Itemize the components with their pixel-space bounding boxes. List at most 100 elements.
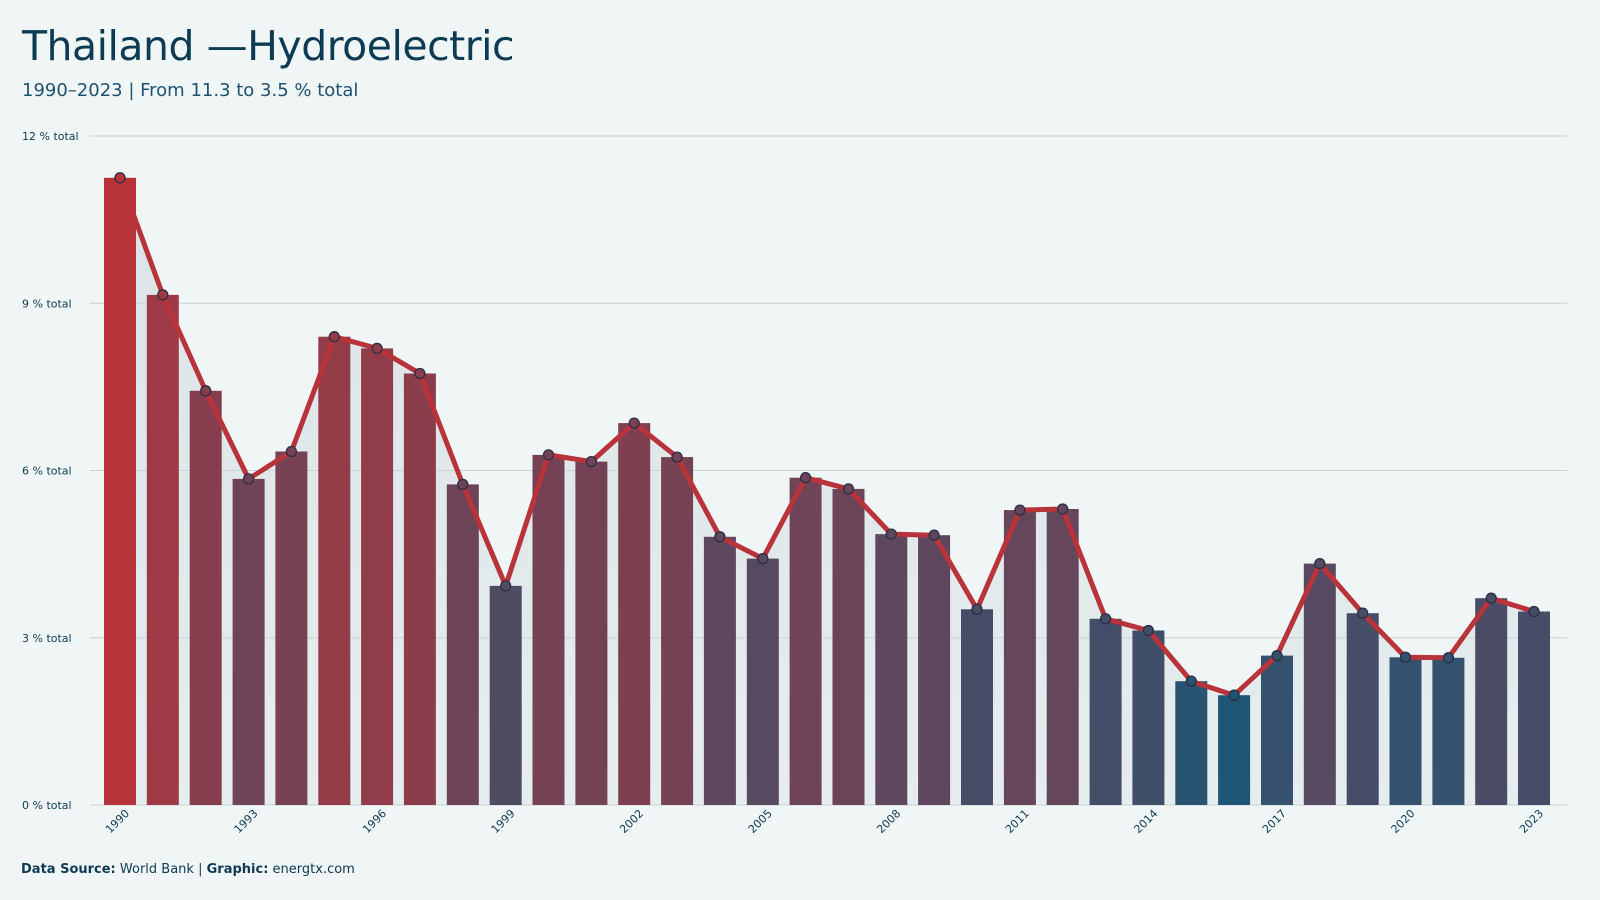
bar-2021 bbox=[1432, 657, 1465, 805]
y-tick-label: 9 % total bbox=[22, 297, 72, 310]
bar-2007 bbox=[832, 488, 865, 805]
bar-1992 bbox=[189, 390, 222, 805]
bar-2004 bbox=[703, 536, 736, 805]
bar-2001 bbox=[575, 461, 608, 805]
x-tick-label: 1999 bbox=[489, 807, 518, 836]
point-1999 bbox=[500, 580, 512, 592]
bar-1994 bbox=[275, 451, 308, 805]
graphic-value: energtx.com bbox=[272, 862, 355, 877]
x-tick-label: 2005 bbox=[746, 807, 775, 836]
bar-2022 bbox=[1475, 598, 1508, 805]
point-2016 bbox=[1228, 689, 1240, 701]
point-2020 bbox=[1399, 651, 1412, 663]
point-2006 bbox=[799, 472, 812, 484]
bar-2011 bbox=[1003, 510, 1036, 805]
bar-2005 bbox=[746, 558, 779, 805]
y-axis-ticks: 0 % total 3 % total 6 % total 9 % total 12 %… bbox=[22, 130, 79, 812]
bar-1998 bbox=[446, 484, 479, 805]
point-2002 bbox=[628, 417, 640, 429]
y-tick-label: 3 % total bbox=[22, 632, 72, 645]
y-tick-label: 6 % total bbox=[22, 465, 72, 478]
bar-2002 bbox=[618, 423, 651, 805]
bar-2020 bbox=[1389, 657, 1422, 805]
bar-2015 bbox=[1175, 681, 1208, 805]
point-2023 bbox=[1528, 605, 1540, 618]
bar-1996 bbox=[361, 348, 394, 805]
source-label: Data Source: bbox=[21, 862, 116, 877]
point-2010 bbox=[971, 603, 983, 615]
chart-subtitle: 1990–2023 | From 11.3 to 3.5 % total bbox=[22, 80, 359, 101]
x-tick-label: 1993 bbox=[232, 807, 261, 836]
chart-title: Thailand —Hydroelectric bbox=[22, 22, 515, 70]
source-value: World Bank bbox=[119, 862, 194, 877]
point-2014 bbox=[1142, 624, 1155, 637]
series-line bbox=[117, 175, 1537, 698]
bar-1990 bbox=[104, 177, 136, 806]
point-2009 bbox=[928, 529, 940, 541]
bar-1991 bbox=[146, 294, 179, 805]
source-note: Data Source: World Bank | Graphic: energ… bbox=[21, 862, 355, 877]
bar-2017 bbox=[1261, 655, 1293, 805]
point-1998 bbox=[457, 478, 469, 491]
point-2005 bbox=[757, 552, 769, 565]
y-tick-label: 0 % total bbox=[22, 799, 72, 812]
x-tick-label: 1990 bbox=[103, 807, 132, 836]
point-2003 bbox=[671, 451, 683, 463]
point-2017 bbox=[1271, 649, 1283, 662]
point-1991 bbox=[157, 289, 169, 301]
line-layer bbox=[117, 175, 1537, 698]
bar-1999 bbox=[489, 585, 522, 805]
x-tick-label: 2017 bbox=[1260, 807, 1289, 836]
point-2001 bbox=[585, 455, 598, 468]
graphic-label: Graphic: bbox=[206, 862, 269, 877]
bar-2003 bbox=[661, 457, 694, 805]
bar-layer bbox=[104, 177, 1550, 806]
x-tick-label: 2008 bbox=[874, 807, 903, 836]
point-1997 bbox=[414, 367, 426, 380]
point-2011 bbox=[1014, 504, 1026, 516]
point-1995 bbox=[328, 331, 340, 343]
point-2013 bbox=[1099, 613, 1112, 625]
x-tick-label: 2011 bbox=[1003, 807, 1032, 836]
point-2021 bbox=[1442, 652, 1455, 664]
bar-2009 bbox=[918, 535, 951, 805]
bar-2016 bbox=[1218, 695, 1251, 805]
x-tick-label: 2002 bbox=[617, 807, 646, 836]
point-1993 bbox=[242, 473, 255, 485]
x-tick-label: 2020 bbox=[1389, 807, 1418, 836]
point-2008 bbox=[885, 528, 897, 540]
bar-2000 bbox=[532, 454, 565, 805]
marker-layer bbox=[114, 172, 1540, 701]
bar-2008 bbox=[875, 534, 908, 805]
point-2015 bbox=[1185, 675, 1197, 687]
bar-2013 bbox=[1089, 618, 1122, 805]
x-tick-label: 2014 bbox=[1131, 807, 1160, 836]
point-2004 bbox=[714, 531, 726, 543]
bar-2006 bbox=[789, 477, 822, 805]
point-2019 bbox=[1357, 607, 1369, 619]
bar-1997 bbox=[403, 373, 436, 805]
bar-2014 bbox=[1132, 630, 1165, 805]
y-tick-label: 12 % total bbox=[22, 130, 79, 143]
x-tick-label: 2023 bbox=[1517, 807, 1546, 836]
point-2007 bbox=[842, 483, 855, 495]
point-2012 bbox=[1057, 503, 1069, 515]
point-2018 bbox=[1314, 557, 1326, 570]
bar-2019 bbox=[1346, 613, 1379, 805]
bar-1995 bbox=[318, 336, 351, 805]
x-tick-label: 1996 bbox=[360, 807, 389, 836]
bar-1993 bbox=[232, 478, 265, 805]
point-2000 bbox=[542, 449, 555, 461]
point-1996 bbox=[371, 342, 383, 355]
bar-2018 bbox=[1303, 563, 1336, 805]
x-axis-ticks: 1990 1993 1996 1999 2002 2005 2008 2011 2014 2017… bbox=[103, 807, 1546, 836]
point-1994 bbox=[285, 445, 298, 458]
source-separator: | bbox=[198, 862, 203, 877]
bar-2012 bbox=[1046, 509, 1079, 805]
bar-2023 bbox=[1518, 611, 1550, 805]
point-2022 bbox=[1485, 592, 1497, 604]
point-1992 bbox=[200, 385, 212, 397]
point-1990 bbox=[114, 172, 126, 184]
bar-2010 bbox=[961, 609, 993, 805]
